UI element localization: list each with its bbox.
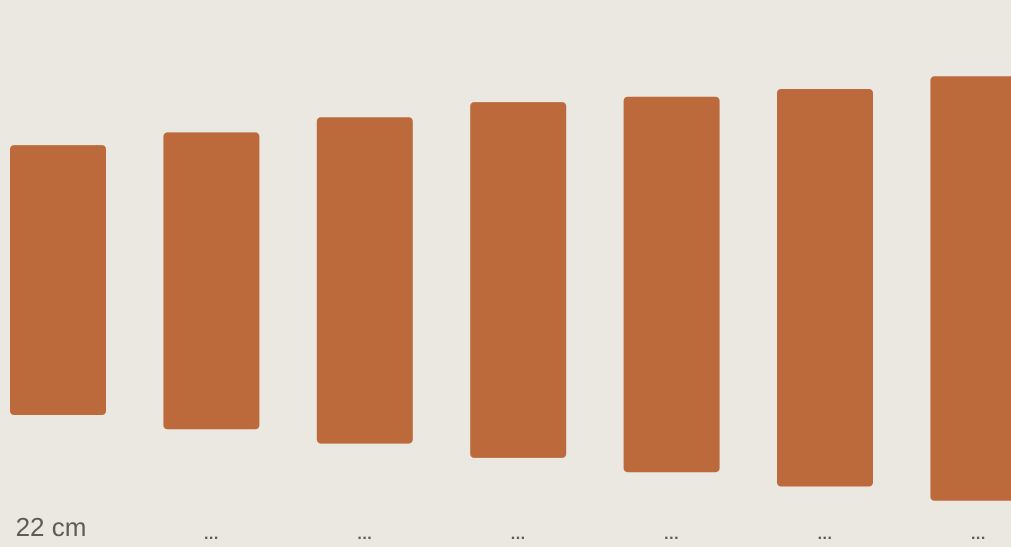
category-label-2: ... — [203, 526, 219, 543]
bar-6 — [777, 89, 873, 487]
bar-2 — [163, 132, 260, 430]
bar-3 — [316, 117, 413, 444]
bar-7 — [930, 76, 1011, 501]
category-label-1: 22 cm — [15, 512, 87, 542]
bar-5 — [623, 96, 720, 473]
category-label-3: ... — [357, 526, 373, 543]
category-label-4: ... — [510, 526, 526, 543]
bar-4 — [470, 102, 567, 458]
category-label-7: ... — [970, 526, 986, 543]
category-label-6: ... — [817, 526, 833, 543]
bar-1 — [10, 145, 106, 415]
category-label-5: ... — [664, 526, 680, 543]
